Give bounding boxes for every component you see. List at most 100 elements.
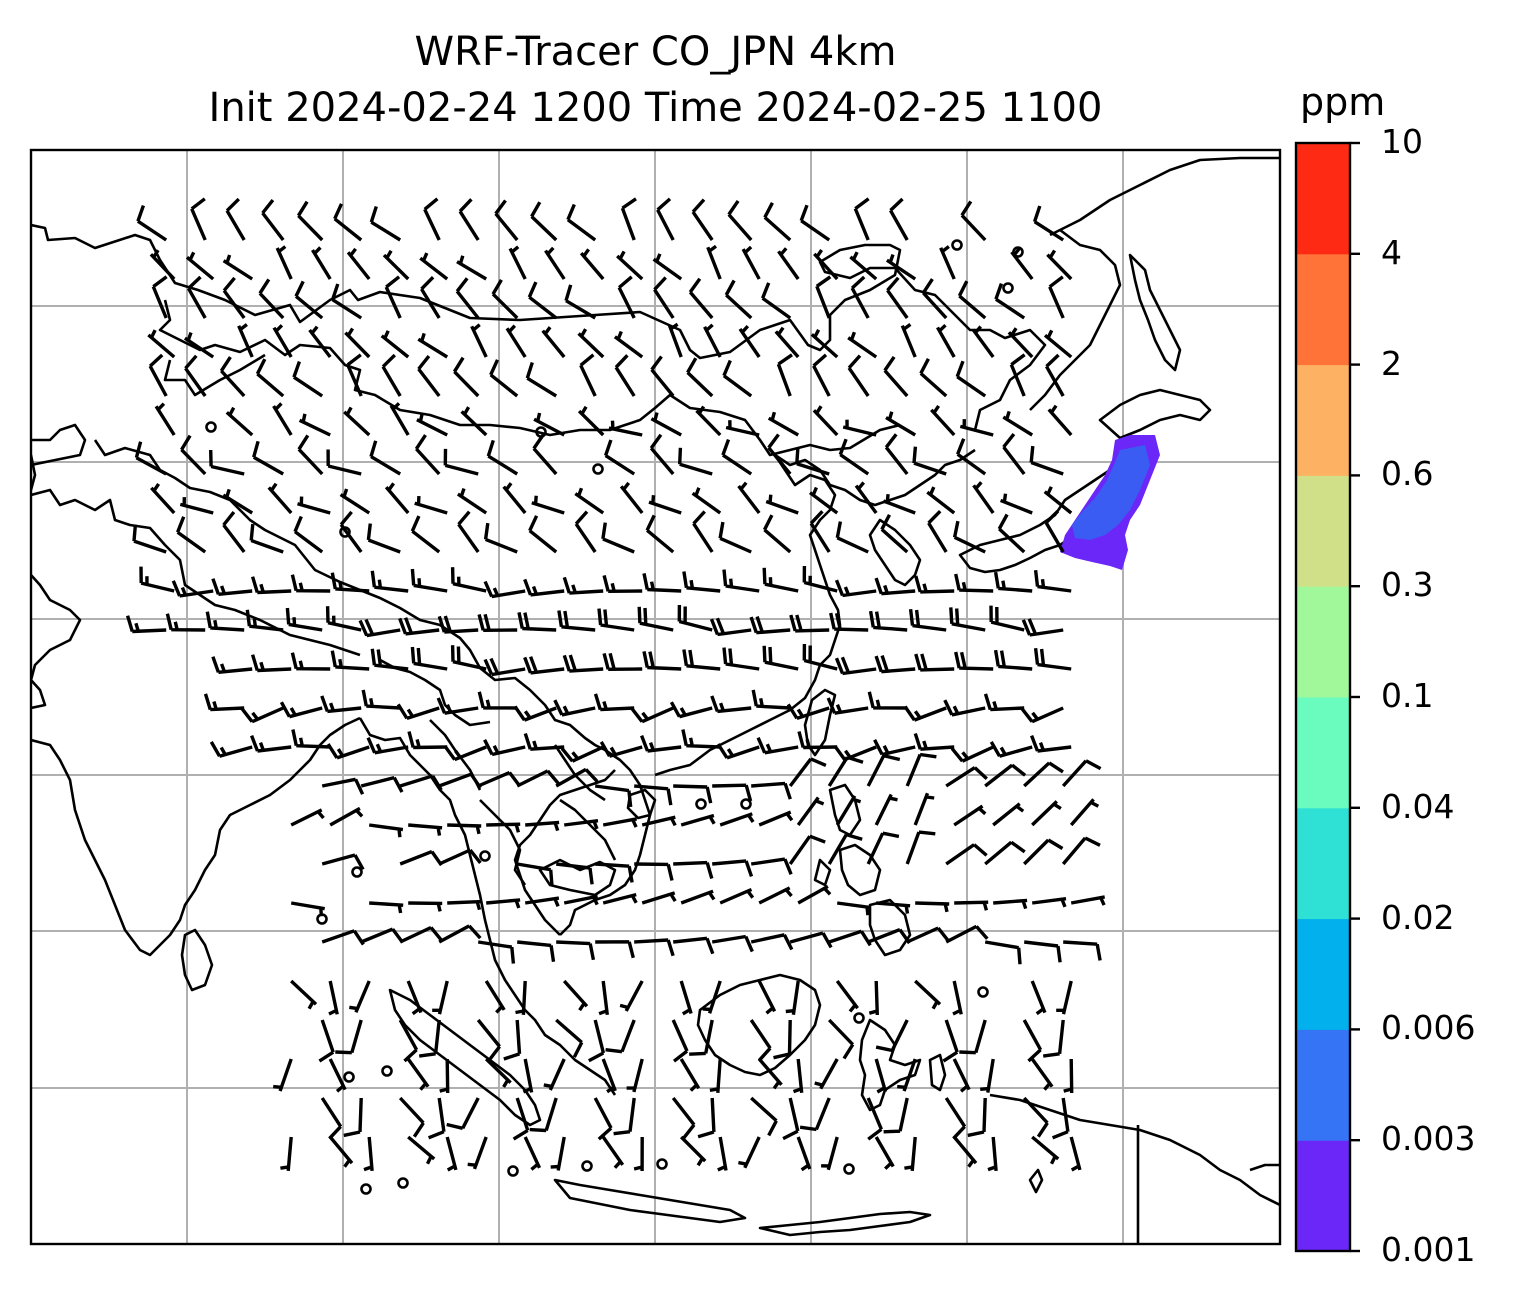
wind-barb bbox=[885, 411, 917, 437]
wind-barb bbox=[889, 197, 909, 241]
wind-barb bbox=[691, 198, 714, 241]
wind-barb bbox=[722, 569, 760, 593]
wind-barb bbox=[712, 783, 753, 802]
wind-barb bbox=[885, 254, 917, 281]
wind-barb bbox=[914, 653, 955, 672]
wind-barb bbox=[681, 729, 721, 749]
wind-barb bbox=[502, 482, 527, 515]
wind-barb bbox=[834, 656, 877, 676]
wind-barb bbox=[363, 1136, 374, 1172]
wind-barb bbox=[711, 934, 754, 953]
wind-barb bbox=[326, 743, 370, 760]
wind-barb bbox=[328, 1058, 347, 1093]
wind-barb bbox=[438, 924, 482, 944]
wind-barb bbox=[291, 729, 331, 749]
wind-barb bbox=[725, 420, 760, 437]
wind-barb bbox=[1007, 327, 1034, 359]
colorbar-tick-label: 0.6 bbox=[1381, 454, 1434, 494]
wind-barb bbox=[989, 741, 1033, 758]
wind-barb bbox=[183, 332, 215, 359]
wind-barb bbox=[211, 656, 253, 674]
wind-barb bbox=[476, 1018, 501, 1061]
wind-barb bbox=[1051, 1097, 1070, 1140]
wind-barb bbox=[398, 1019, 419, 1063]
coastline bbox=[93, 439, 482, 669]
wind-barb bbox=[330, 572, 370, 593]
calm-wind-marker bbox=[977, 986, 989, 998]
coastline bbox=[180, 928, 214, 992]
coastline bbox=[928, 1053, 947, 1092]
wind-barb bbox=[525, 361, 558, 398]
wind-barb bbox=[613, 330, 644, 359]
calm-wind-marker bbox=[360, 1183, 372, 1195]
wind-barb bbox=[296, 200, 324, 242]
wind-barb bbox=[915, 901, 950, 913]
wind-barb bbox=[773, 1019, 792, 1060]
calm-wind-marker bbox=[592, 463, 604, 475]
wind-barb bbox=[984, 763, 1027, 788]
wind-barb bbox=[280, 1136, 293, 1172]
wind-barb bbox=[648, 495, 682, 515]
wind-barb bbox=[619, 481, 644, 515]
wind-barb bbox=[835, 979, 859, 1013]
calm-wind-marker bbox=[507, 1165, 519, 1177]
wind-barb bbox=[483, 522, 518, 554]
wind-barb bbox=[875, 1019, 909, 1053]
wind-barb bbox=[796, 1136, 812, 1172]
coastline bbox=[31, 716, 361, 957]
wind-barb bbox=[788, 757, 827, 788]
wind-barb bbox=[1032, 205, 1065, 242]
wind-barb bbox=[185, 251, 215, 281]
wind-barb bbox=[452, 356, 480, 398]
wind-barb bbox=[953, 804, 987, 827]
wind-barb bbox=[598, 980, 609, 1016]
wind-barb bbox=[799, 1097, 831, 1132]
coastline bbox=[1028, 1168, 1044, 1194]
wind-barb bbox=[446, 1097, 480, 1130]
wind-barb bbox=[407, 731, 448, 750]
wind-barb bbox=[993, 898, 1028, 910]
wind-barb bbox=[485, 1057, 512, 1088]
wind-barb bbox=[458, 198, 480, 241]
wind-barb bbox=[267, 482, 293, 515]
wind-barb bbox=[945, 766, 988, 788]
wind-barb bbox=[419, 252, 449, 281]
wind-barb bbox=[605, 1019, 636, 1054]
calm-wind-marker bbox=[316, 913, 328, 925]
wind-barb bbox=[850, 275, 870, 319]
wind-barb bbox=[649, 433, 675, 476]
wind-barb bbox=[326, 449, 362, 476]
wind-barb bbox=[854, 481, 878, 515]
wind-barb bbox=[829, 612, 869, 632]
wind-barb bbox=[541, 326, 566, 359]
wind-barb bbox=[673, 784, 713, 804]
wind-barb bbox=[456, 255, 488, 281]
wind-barb bbox=[245, 609, 284, 632]
wind-barb bbox=[410, 515, 441, 554]
wind-barb bbox=[250, 654, 292, 673]
wind-barb bbox=[595, 940, 635, 959]
wind-barb bbox=[641, 815, 677, 827]
coastline bbox=[813, 858, 832, 887]
wind-barb bbox=[874, 793, 898, 826]
wind-barb bbox=[222, 276, 246, 320]
wind-barb bbox=[503, 1019, 522, 1061]
wind-barb bbox=[560, 745, 604, 763]
wind-barb bbox=[709, 1058, 722, 1094]
wind-barb bbox=[190, 197, 207, 241]
wind-barb bbox=[680, 889, 716, 905]
wind-barb bbox=[240, 706, 284, 724]
wind-barb bbox=[308, 325, 332, 359]
wind-barb bbox=[527, 281, 558, 320]
wind-barb bbox=[952, 980, 963, 1016]
wind-barb bbox=[416, 413, 448, 437]
wind-barb bbox=[712, 859, 754, 877]
wind-barb bbox=[967, 1097, 987, 1138]
colorbar-units: ppm bbox=[1300, 80, 1386, 124]
wind-barb bbox=[737, 481, 761, 515]
wind-barb bbox=[445, 1136, 458, 1172]
coastline bbox=[388, 988, 542, 1127]
wind-barb bbox=[796, 796, 825, 827]
wind-barb bbox=[758, 886, 793, 905]
wind-barb bbox=[913, 732, 955, 751]
